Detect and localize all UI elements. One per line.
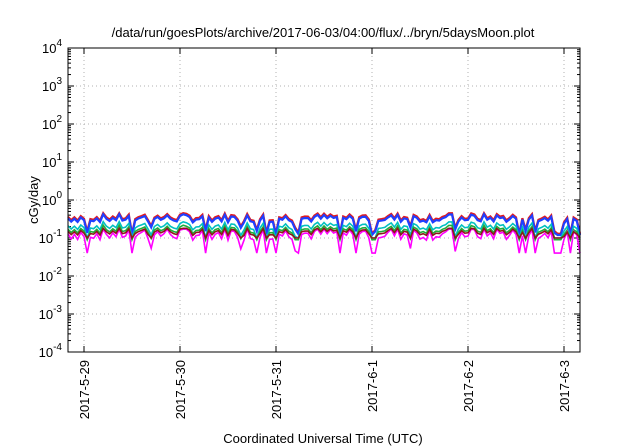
chart-title: /data/run/goesPlots/archive/2017-06-03/0…: [112, 25, 535, 40]
y-tick-label: 104: [42, 38, 62, 56]
x-tick-label: 2017-6-3: [557, 360, 572, 412]
x-tick-label: 2017-6-2: [461, 360, 476, 412]
x-tick-label: 2017-5-30: [173, 360, 188, 419]
x-axis-title: Coordinated Universal Time (UTC): [223, 431, 422, 446]
series-line: [67, 211, 582, 238]
y-tick-label: 100: [42, 190, 62, 208]
plot-area: 10-4 10-3 10-2 10-1 100 101 102 103 104 2017-5-29…: [39, 38, 582, 419]
y-axis-title: cGy/day: [26, 176, 41, 224]
series-line: [67, 226, 581, 241]
x-tick-label: 2017-6-1: [365, 360, 380, 412]
series-line: [67, 219, 581, 242]
series-line: [67, 226, 581, 255]
x-tick-label: 2017-5-29: [77, 360, 92, 419]
y-tick-label: 102: [42, 114, 62, 132]
y-tick-label: 103: [42, 76, 62, 94]
y-tick-label: 10-2: [39, 266, 63, 284]
plot-frame: [67, 47, 581, 353]
x-tick-label: 2017-5-31: [269, 360, 284, 419]
y-tick-label: 10-1: [39, 228, 63, 246]
y-tick-label: 10-4: [39, 342, 63, 360]
y-tick-label: 101: [42, 152, 62, 170]
y-tick-label: 10-3: [39, 304, 63, 322]
